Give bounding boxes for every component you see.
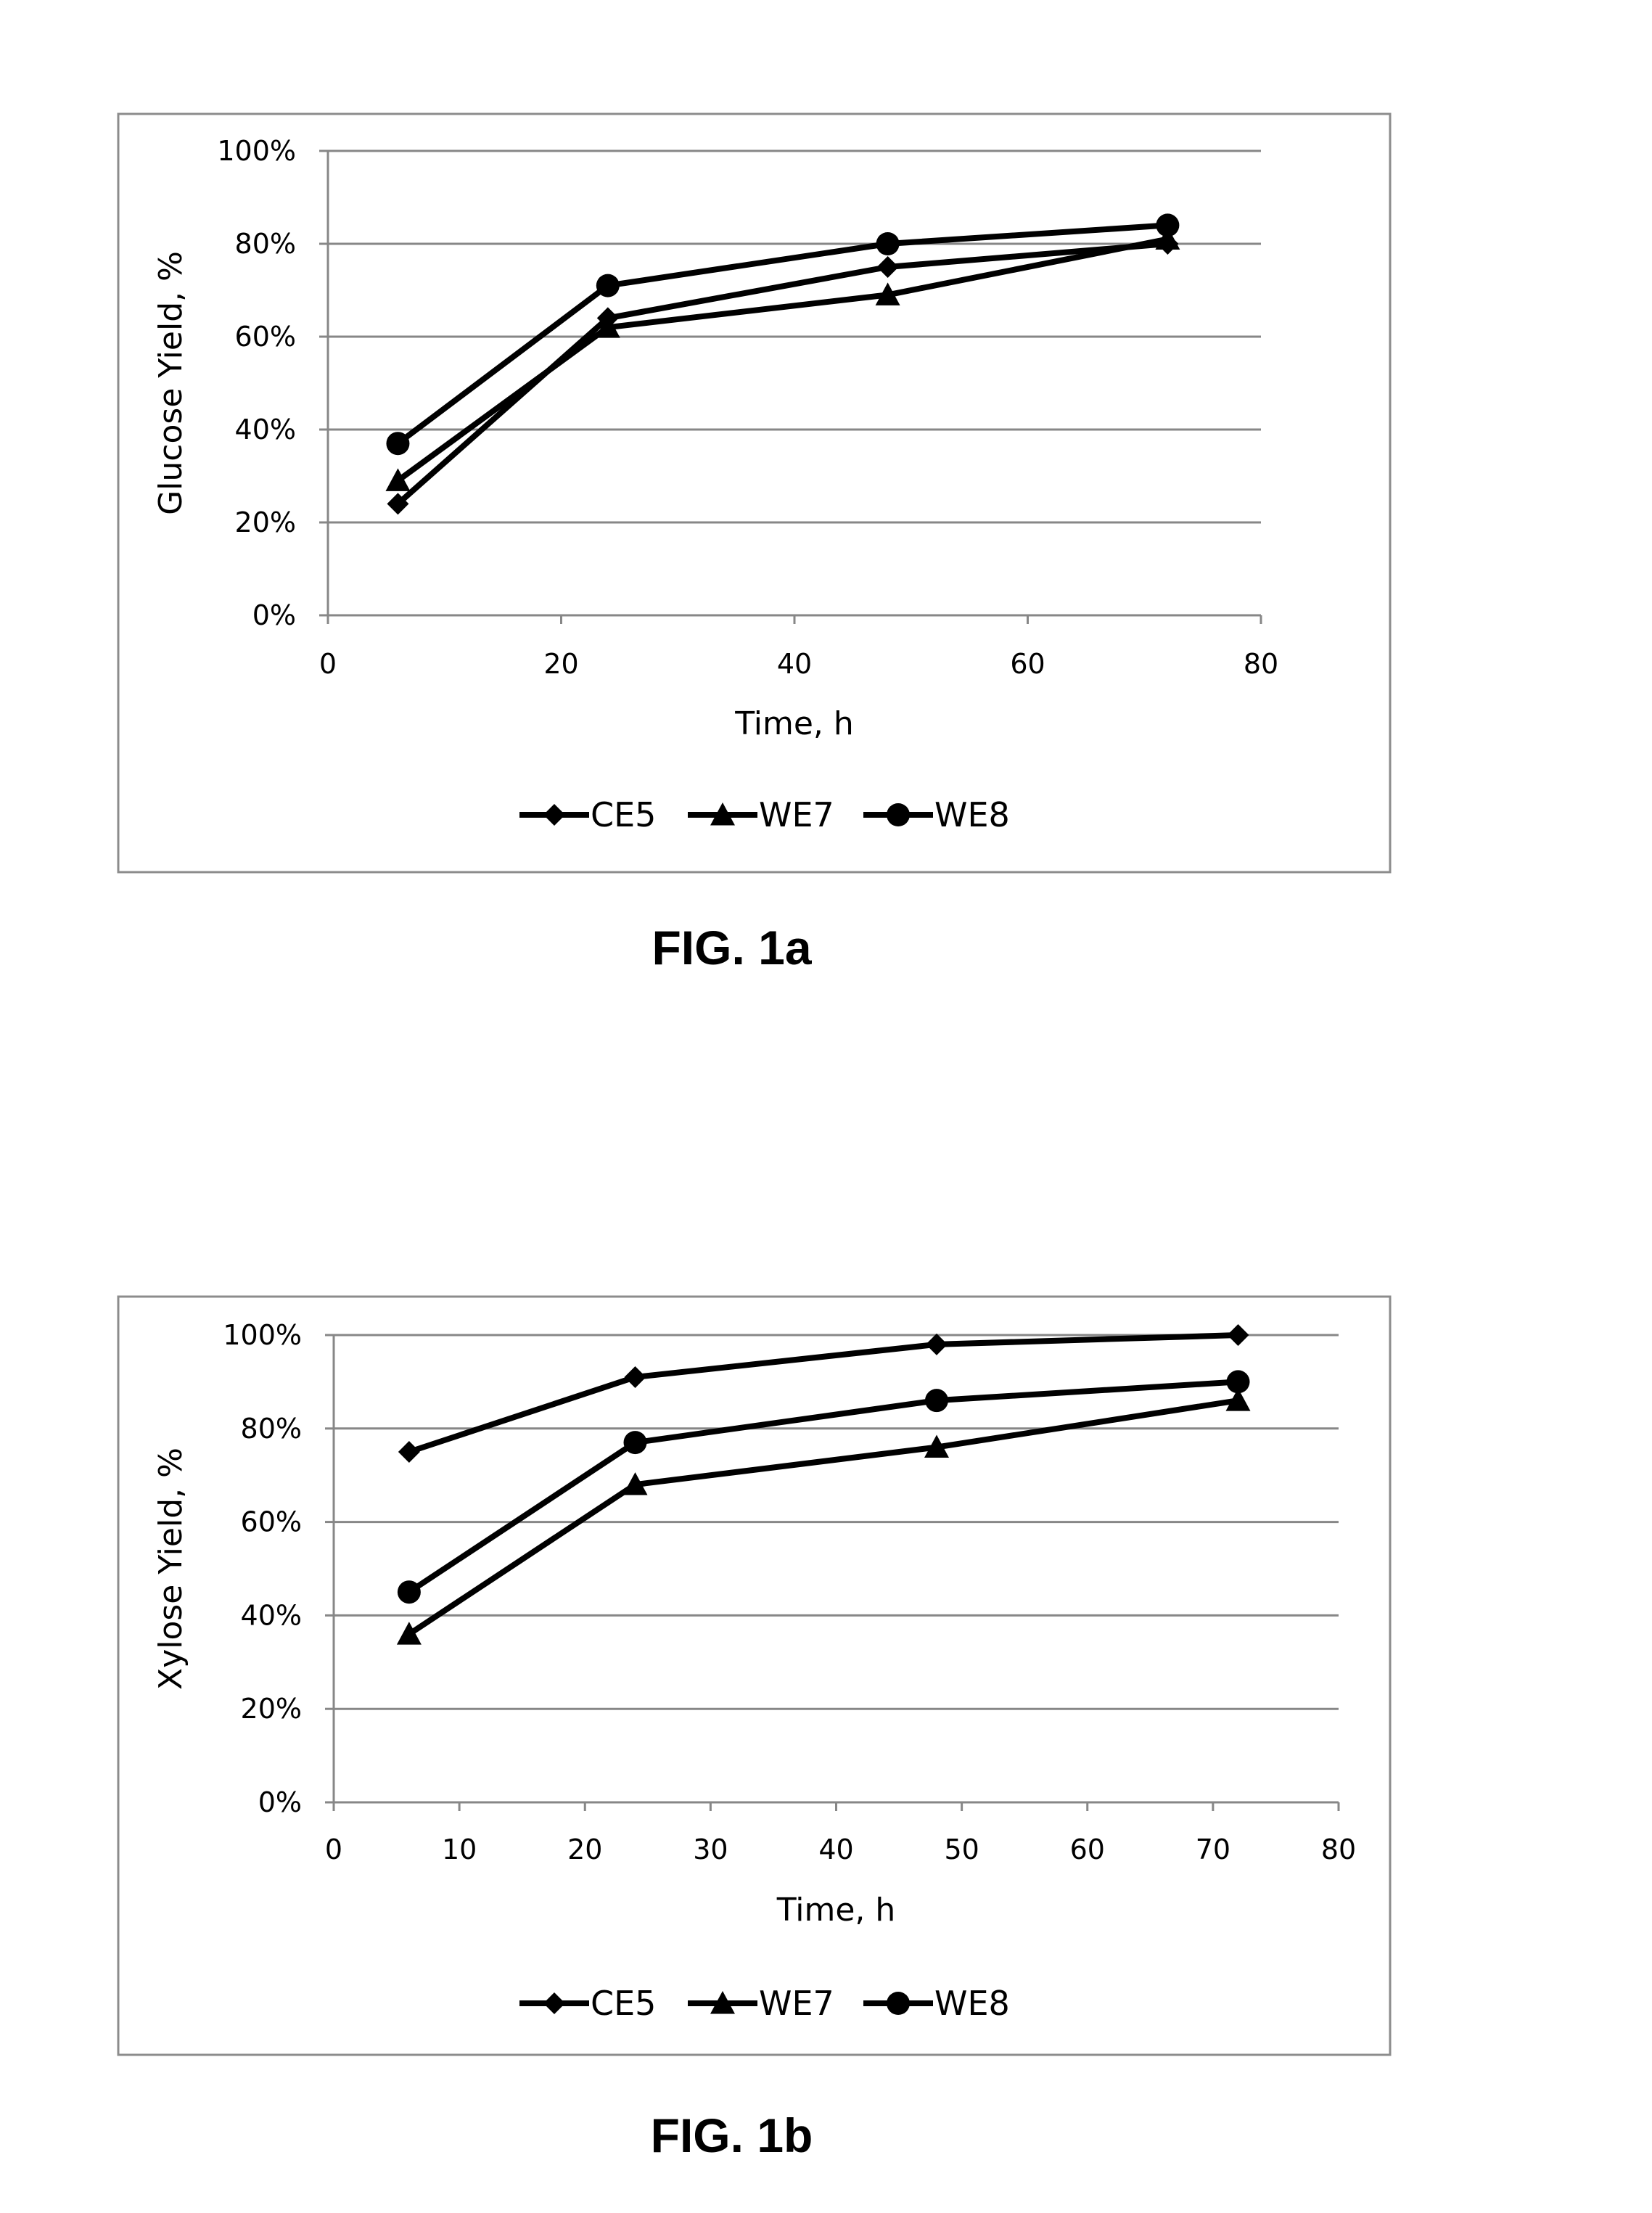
- x-tick-label: 40: [818, 1834, 853, 1865]
- y-axis-title: Xylose Yield, %: [152, 1448, 189, 1690]
- legend-marker: [887, 1992, 910, 2015]
- xylose-yield-chart: 0% 20% 40% 60% 80% 100% 0 10 20 30 40 50 60 70 80 Time,…: [0, 0, 1652, 2213]
- chart-frame: [118, 1297, 1390, 2055]
- data-point-ce5: [625, 1366, 646, 1388]
- x-tick-label: 10: [442, 1834, 477, 1865]
- y-tick-label: 80%: [241, 1413, 302, 1445]
- x-tick-label: 70: [1196, 1834, 1230, 1865]
- x-tick-label: 30: [693, 1834, 728, 1865]
- data-point-we8: [925, 1389, 948, 1412]
- series-line-we7: [409, 1400, 1238, 1634]
- legend-marker: [543, 1992, 565, 2014]
- x-tick-label: 50: [944, 1834, 979, 1865]
- data-point-we8: [398, 1580, 421, 1604]
- x-axis-title: Time, h: [776, 1892, 896, 1929]
- legend-label: CE5: [591, 1984, 656, 2023]
- figure-caption-1a: FIG. 1a: [0, 920, 1558, 975]
- data-point-ce5: [926, 1334, 948, 1355]
- y-tick-label: 40%: [241, 1599, 302, 1631]
- y-tick-label: 100%: [223, 1319, 302, 1351]
- legend-item-ce5: CE5: [519, 1984, 656, 2023]
- data-point-we8: [1227, 1370, 1250, 1393]
- data-point-ce5: [1228, 1324, 1249, 1346]
- data-point-ce5: [398, 1441, 420, 1463]
- y-tick-label: 60%: [241, 1506, 302, 1538]
- y-tick-label: 0%: [258, 1786, 302, 1818]
- legend-item-we8: WE8: [863, 1984, 1010, 2023]
- data-point-we8: [624, 1431, 647, 1454]
- figure-caption-1b: FIG. 1b: [0, 2108, 1558, 2163]
- x-tick-label: 80: [1321, 1834, 1356, 1865]
- x-tick-label: 20: [567, 1834, 602, 1865]
- legend-label: WE8: [934, 1984, 1010, 2023]
- x-tick-label: 60: [1070, 1834, 1105, 1865]
- legend-label: WE7: [759, 1984, 834, 2023]
- y-tick-label: 20%: [241, 1693, 302, 1725]
- series-line-ce5: [409, 1335, 1238, 1452]
- legend-item-we7: WE7: [688, 1984, 834, 2023]
- x-tick-label: 0: [325, 1834, 342, 1865]
